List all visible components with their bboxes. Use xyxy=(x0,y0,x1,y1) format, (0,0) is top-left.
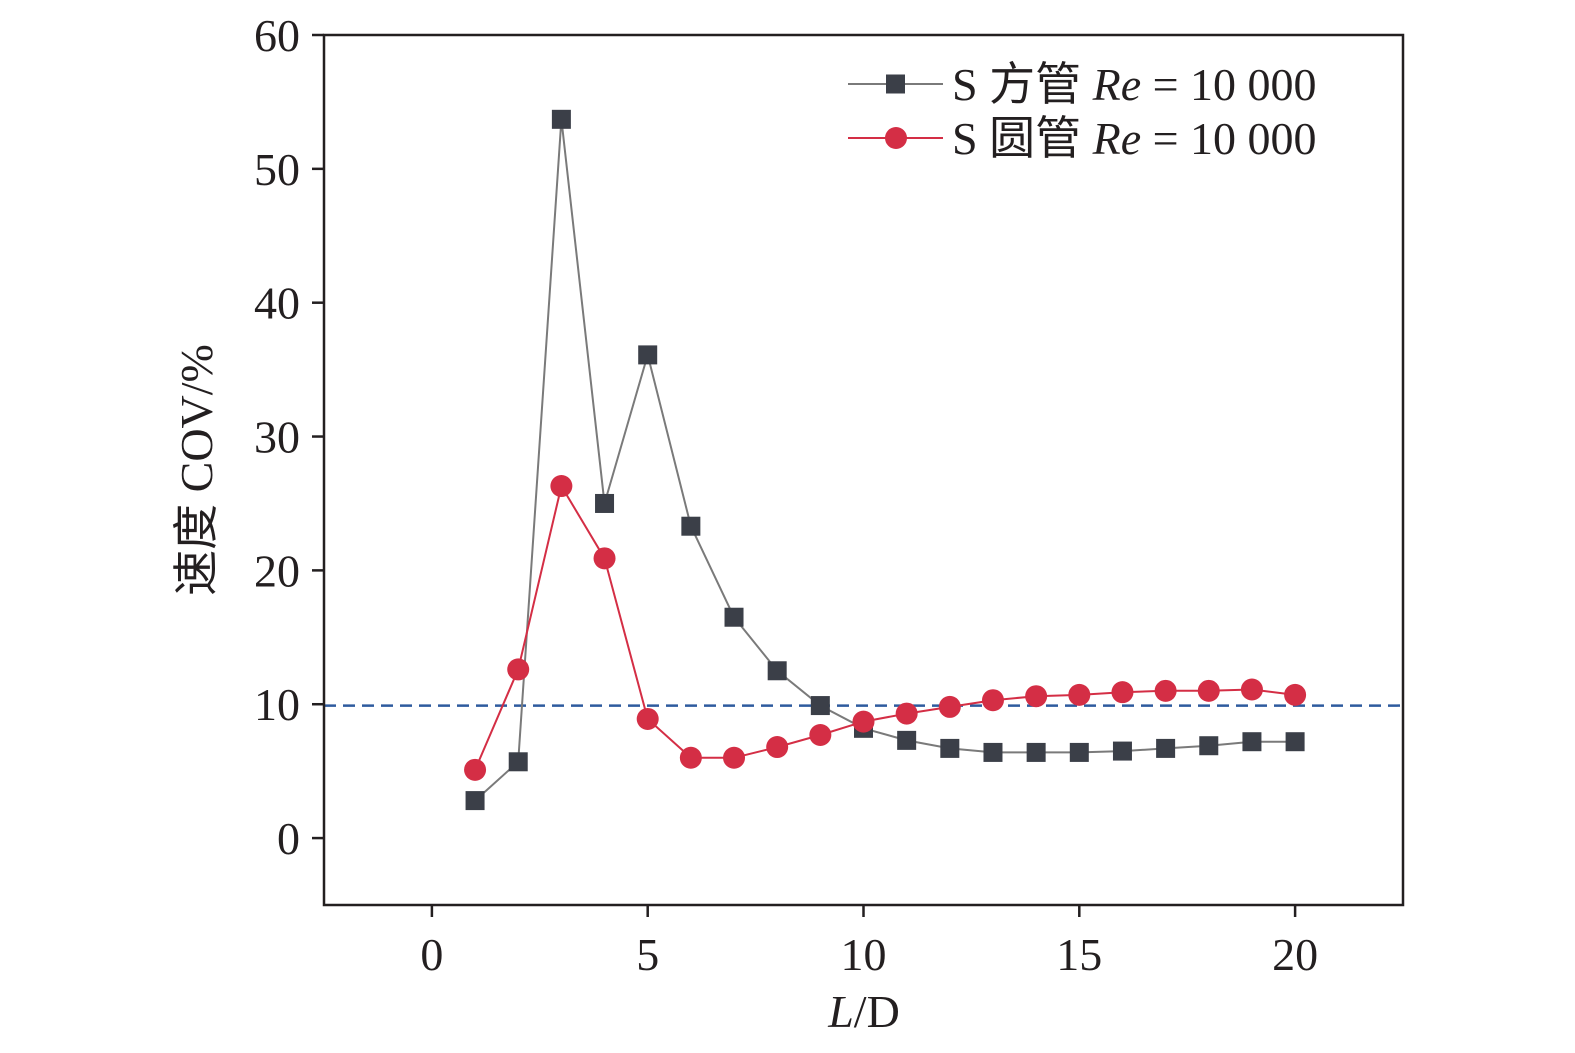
series-1-point xyxy=(767,661,787,681)
series-2-point xyxy=(679,746,702,769)
series-2-point xyxy=(636,707,659,730)
series-2-point xyxy=(1154,679,1177,702)
series-1-point xyxy=(724,607,744,627)
x-axis-title-unit: /D xyxy=(854,986,900,1037)
y-tick-label: 10 xyxy=(254,679,300,730)
legend-label-2-part: = 10 000 xyxy=(1141,113,1316,164)
legend-label-1-part: S 方管 xyxy=(952,59,1093,110)
series-2-point xyxy=(938,695,961,718)
series-2-point xyxy=(1111,681,1134,704)
series-1-point xyxy=(1069,742,1089,762)
plot-area xyxy=(324,109,1403,811)
x-tick-label: 15 xyxy=(1056,929,1102,980)
series-1-point xyxy=(465,791,485,811)
y-tick-label: 60 xyxy=(254,10,300,61)
series-2-point xyxy=(507,658,530,681)
series-1-point xyxy=(983,742,1003,762)
series-1-point xyxy=(1242,732,1262,752)
series-2-point xyxy=(1068,683,1091,706)
legend-label-1-part: = 10 000 xyxy=(1141,59,1316,110)
series-2-point xyxy=(766,736,789,759)
series-2-point xyxy=(852,710,875,733)
series-1-point xyxy=(638,345,658,365)
legend-label-2: S 圆管 Re = 10 000 xyxy=(952,113,1317,164)
y-tick-label: 40 xyxy=(254,278,300,329)
axes: 0 5 10 15 20 0 10 20 30 40 50 60 L/D 速度 COV/% xyxy=(171,10,1405,1037)
x-axis-title: L/D xyxy=(827,986,900,1037)
x-tick-label: 5 xyxy=(636,929,659,980)
y-tick-label: 30 xyxy=(254,412,300,463)
x-tick-label: 0 xyxy=(420,929,443,980)
series-1-point xyxy=(1026,742,1046,762)
series-2-point xyxy=(981,689,1004,712)
series-1-point xyxy=(810,696,830,716)
series-1-point xyxy=(897,730,917,750)
y-tick-label: 0 xyxy=(277,813,300,864)
series-1-point xyxy=(1199,736,1219,756)
series-2-point xyxy=(464,758,487,781)
series-2-point xyxy=(809,724,832,747)
series-line-2 xyxy=(474,483,1296,771)
legend-marker-1 xyxy=(886,74,905,94)
y-tick-label: 20 xyxy=(254,545,300,596)
series-1-point xyxy=(940,738,960,758)
series-1-point xyxy=(595,493,615,513)
series-2-point xyxy=(1025,685,1048,708)
legend-label-2-part: S 圆管 xyxy=(952,113,1093,164)
x-axis-title-variable: L xyxy=(827,986,854,1037)
y-tick-label: 50 xyxy=(254,144,300,195)
legend-label-1: S 方管 Re = 10 000 xyxy=(952,59,1317,110)
legend-label-2-part: Re xyxy=(1092,113,1142,164)
series-2-point xyxy=(723,746,746,769)
series-2-point xyxy=(1197,679,1220,702)
series-2-point xyxy=(593,547,616,570)
series-1-point xyxy=(1156,738,1176,758)
series-1-point xyxy=(1285,732,1305,752)
series-1-point xyxy=(551,109,571,129)
series-1-point xyxy=(1112,741,1132,761)
y-axis-title: 速度 COV/% xyxy=(171,344,222,596)
series-2-point xyxy=(550,475,573,498)
x-tick-label: 10 xyxy=(841,929,887,980)
series-2-point xyxy=(1284,683,1307,706)
series-2-point xyxy=(1240,678,1263,701)
legend-marker-2 xyxy=(885,127,907,149)
legend-label-1-part: Re xyxy=(1092,59,1142,110)
x-tick-label: 20 xyxy=(1272,929,1318,980)
series-2-point xyxy=(895,702,918,725)
series-1-point xyxy=(681,516,701,536)
series-1-point xyxy=(508,752,528,772)
plot-frame xyxy=(322,33,1405,907)
